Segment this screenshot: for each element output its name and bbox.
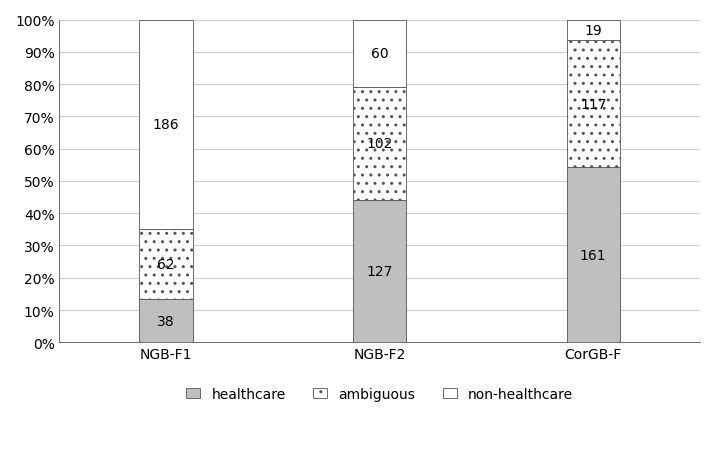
Bar bbox=[353, 201, 406, 343]
Text: 19: 19 bbox=[584, 24, 602, 38]
Bar bbox=[353, 87, 406, 201]
Legend: healthcare, ambiguous, non-healthcare: healthcare, ambiguous, non-healthcare bbox=[181, 381, 578, 406]
Bar bbox=[566, 168, 620, 343]
Text: 127: 127 bbox=[367, 265, 393, 279]
Text: 102: 102 bbox=[367, 137, 393, 151]
Text: 38: 38 bbox=[157, 314, 175, 328]
Bar bbox=[139, 20, 193, 230]
Text: 60: 60 bbox=[371, 47, 388, 61]
Bar bbox=[566, 41, 620, 168]
Text: 161: 161 bbox=[580, 248, 606, 262]
Text: 62: 62 bbox=[157, 258, 175, 272]
Text: 186: 186 bbox=[153, 118, 179, 132]
Bar bbox=[353, 20, 406, 87]
Bar bbox=[566, 20, 620, 41]
Bar bbox=[139, 230, 193, 300]
Text: 117: 117 bbox=[580, 97, 606, 111]
Bar bbox=[139, 300, 193, 343]
